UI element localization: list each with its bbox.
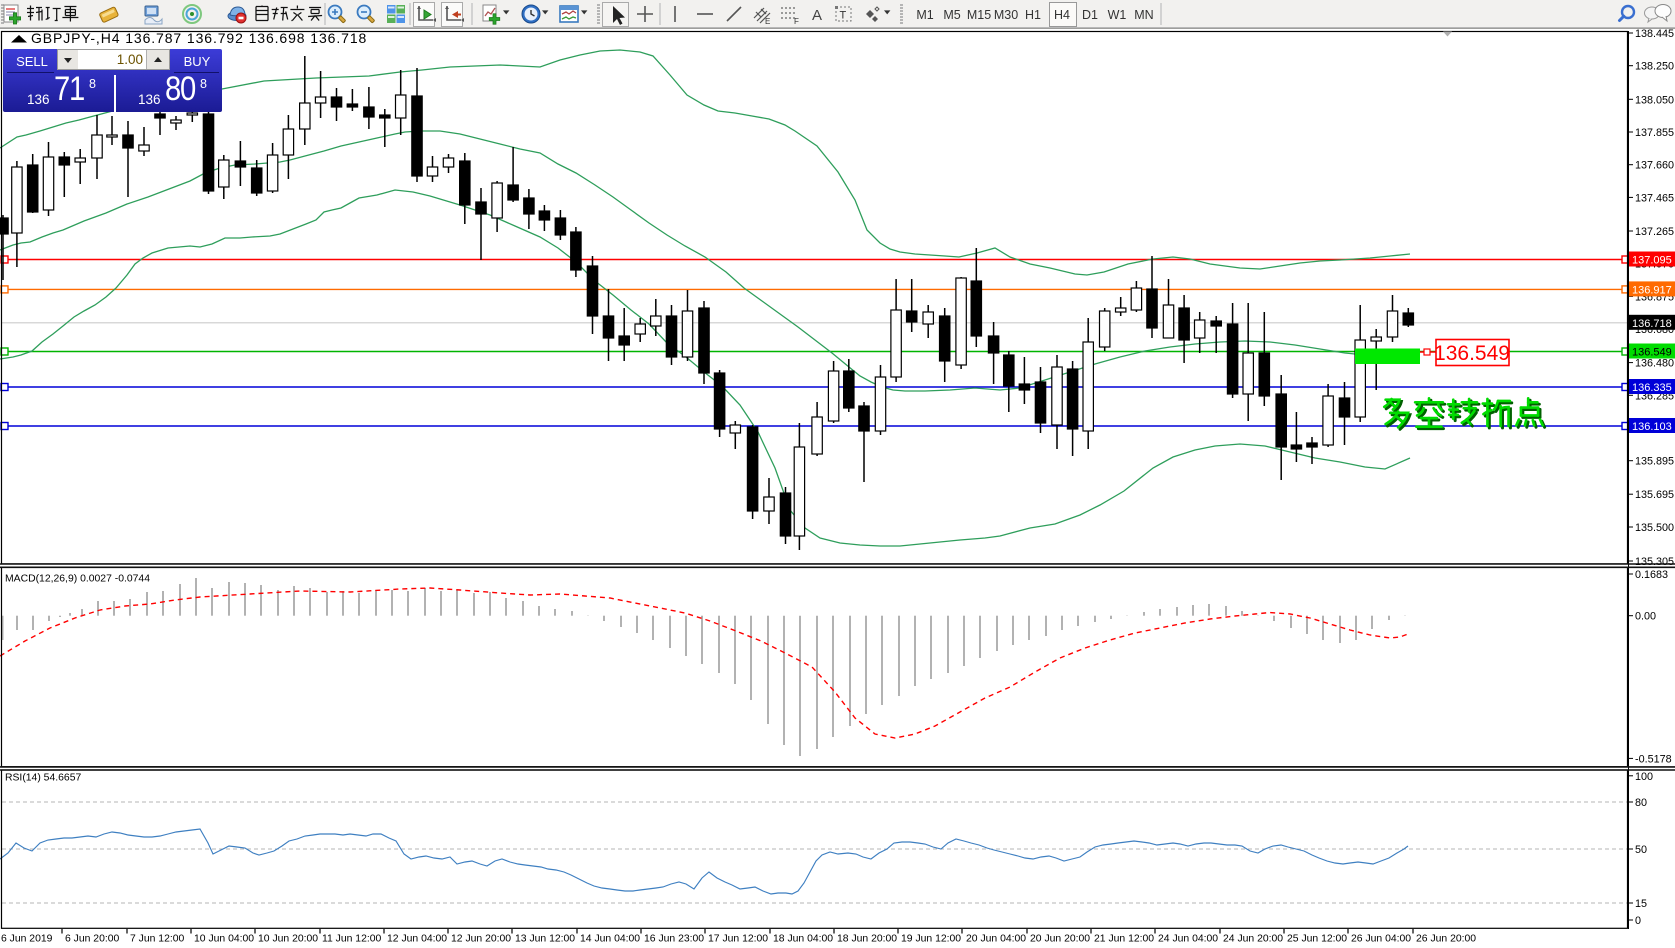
svg-text:137.465: 137.465 bbox=[1635, 192, 1674, 204]
svg-text:12 Jun 04:00: 12 Jun 04:00 bbox=[387, 934, 447, 945]
svg-text:0: 0 bbox=[1635, 915, 1641, 927]
svg-text:24 Jun 04:00: 24 Jun 04:00 bbox=[1158, 934, 1218, 945]
svg-text:11 Jun 12:00: 11 Jun 12:00 bbox=[322, 934, 382, 945]
svg-text:16 Jun 23:00: 16 Jun 23:00 bbox=[644, 934, 704, 945]
svg-text:0.00: 0.00 bbox=[1635, 611, 1656, 623]
svg-text:6 Jun 20:00: 6 Jun 20:00 bbox=[65, 934, 120, 945]
svg-text:T: T bbox=[840, 10, 847, 22]
svg-text:A: A bbox=[812, 7, 822, 24]
svg-text:H4: H4 bbox=[1054, 8, 1070, 22]
svg-text:135.500: 135.500 bbox=[1635, 522, 1674, 534]
svg-text:137.265: 137.265 bbox=[1635, 226, 1674, 238]
svg-text:135.305: 135.305 bbox=[1635, 556, 1674, 568]
svg-text:12 Jun 20:00: 12 Jun 20:00 bbox=[451, 934, 511, 945]
svg-text:M1: M1 bbox=[916, 8, 933, 22]
svg-text:136.549: 136.549 bbox=[1434, 342, 1510, 365]
svg-text:138.445: 138.445 bbox=[1635, 29, 1674, 40]
svg-text:138.050: 138.050 bbox=[1635, 94, 1674, 106]
svg-text:20 Jun 20:00: 20 Jun 20:00 bbox=[1030, 934, 1090, 945]
svg-text:136.480: 136.480 bbox=[1635, 358, 1674, 370]
svg-text:13 Jun 12:00: 13 Jun 12:00 bbox=[515, 934, 575, 945]
svg-text:21 Jun 12:00: 21 Jun 12:00 bbox=[1094, 934, 1154, 945]
svg-text:136.549: 136.549 bbox=[1632, 347, 1672, 359]
svg-text:26 Jun 04:00: 26 Jun 04:00 bbox=[1351, 934, 1411, 945]
svg-text:W1: W1 bbox=[1108, 8, 1127, 22]
svg-text:24 Jun 20:00: 24 Jun 20:00 bbox=[1223, 934, 1283, 945]
svg-text:M15: M15 bbox=[967, 8, 991, 22]
svg-text:135.895: 135.895 bbox=[1635, 456, 1674, 468]
svg-text:M5: M5 bbox=[943, 8, 960, 22]
svg-text:MN: MN bbox=[1134, 8, 1153, 22]
svg-text:19 Jun 12:00: 19 Jun 12:00 bbox=[901, 934, 961, 945]
svg-text:RSI(14) 54.6657: RSI(14) 54.6657 bbox=[5, 773, 81, 784]
svg-text:MACD(12,26,9) 0.0027 -0.0744: MACD(12,26,9) 0.0027 -0.0744 bbox=[5, 574, 150, 585]
svg-text:100: 100 bbox=[1635, 771, 1653, 783]
svg-text:E: E bbox=[765, 17, 770, 26]
svg-text:137.095: 137.095 bbox=[1632, 255, 1672, 267]
svg-text:136.917: 136.917 bbox=[1632, 284, 1672, 296]
svg-text:H1: H1 bbox=[1025, 8, 1041, 22]
svg-text:GBPJPY-,H4 136.787 136.792 13: GBPJPY-,H4 136.787 136.792 136.698 136.7… bbox=[31, 30, 367, 46]
svg-text:M30: M30 bbox=[994, 8, 1018, 22]
svg-text:136.335: 136.335 bbox=[1632, 382, 1672, 394]
svg-text:18 Jun 04:00: 18 Jun 04:00 bbox=[773, 934, 833, 945]
svg-text:14 Jun 04:00: 14 Jun 04:00 bbox=[580, 934, 640, 945]
svg-text:-0.5178: -0.5178 bbox=[1635, 753, 1672, 765]
svg-text:7 Jun 12:00: 7 Jun 12:00 bbox=[130, 934, 185, 945]
svg-text:10 Jun 20:00: 10 Jun 20:00 bbox=[258, 934, 318, 945]
svg-text:D1: D1 bbox=[1082, 8, 1098, 22]
svg-text:10 Jun 04:00: 10 Jun 04:00 bbox=[194, 934, 254, 945]
svg-text:26 Jun 20:00: 26 Jun 20:00 bbox=[1416, 934, 1476, 945]
svg-text:80: 80 bbox=[1635, 797, 1647, 809]
svg-text:137.855: 137.855 bbox=[1635, 127, 1674, 139]
svg-text:136.718: 136.718 bbox=[1632, 318, 1672, 330]
svg-text:138.250: 138.250 bbox=[1635, 61, 1674, 73]
svg-text:135.695: 135.695 bbox=[1635, 489, 1674, 501]
svg-text:50: 50 bbox=[1635, 844, 1647, 856]
svg-text:6 Jun 2019: 6 Jun 2019 bbox=[1, 934, 53, 945]
svg-text:0.1683: 0.1683 bbox=[1635, 569, 1668, 581]
svg-text:F: F bbox=[794, 17, 799, 26]
svg-text:136.103: 136.103 bbox=[1632, 421, 1672, 433]
svg-text:18 Jun 20:00: 18 Jun 20:00 bbox=[837, 934, 897, 945]
svg-text:20 Jun 04:00: 20 Jun 04:00 bbox=[966, 934, 1026, 945]
svg-text:25 Jun 12:00: 25 Jun 12:00 bbox=[1287, 934, 1347, 945]
svg-text:137.660: 137.660 bbox=[1635, 160, 1674, 172]
svg-text:17 Jun 12:00: 17 Jun 12:00 bbox=[708, 934, 768, 945]
svg-text:15: 15 bbox=[1635, 898, 1647, 910]
